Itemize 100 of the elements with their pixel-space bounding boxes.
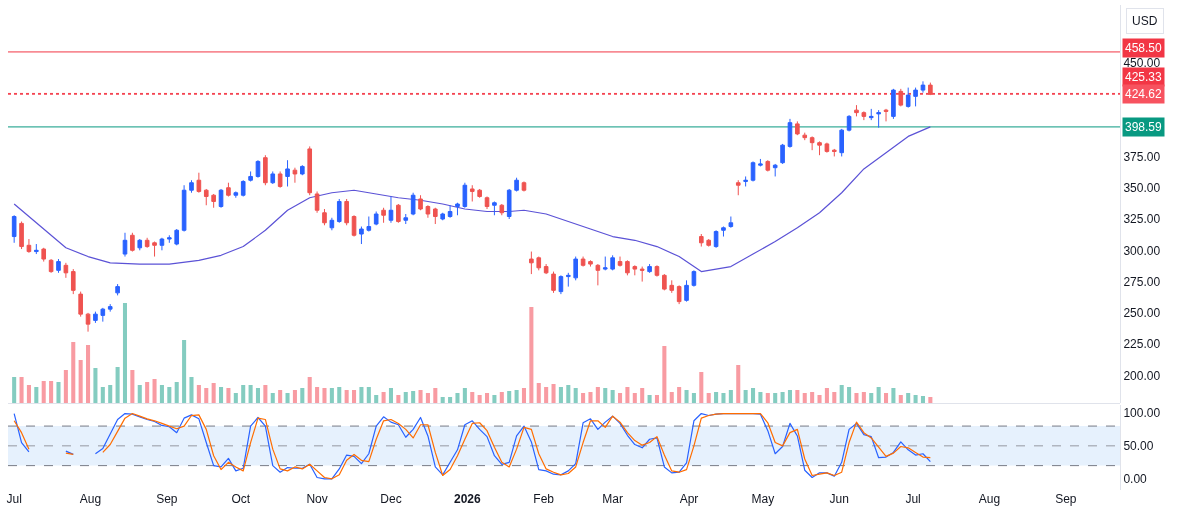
bar [34,386,39,403]
bar [49,380,54,403]
candlestick [928,82,933,96]
candlestick [130,232,135,253]
candlestick [159,237,165,251]
candlestick [322,208,327,226]
candlestick [218,188,224,209]
bar [167,386,172,403]
y-tick-label: 350.00 [1123,180,1161,195]
candlestick [861,112,867,121]
bar [566,384,571,403]
x-tick-label: Jul [6,492,22,506]
bar [920,395,925,403]
candlestick [824,142,830,154]
candlestick [78,291,83,318]
bar [588,391,593,403]
candlestick [85,312,91,333]
candlestick [226,182,231,197]
candlestick [233,190,239,199]
bar [189,376,194,403]
bar [558,386,563,403]
bar [292,389,297,403]
candlestick [34,243,39,255]
candlestick [144,237,150,249]
bar [721,392,726,403]
bar [662,345,667,403]
bar [743,389,748,403]
bar [86,344,91,403]
bar [403,391,408,403]
candlestick [366,216,372,231]
candlestick [492,200,497,216]
candlestick [181,184,187,233]
candlestick [610,254,615,271]
bar [381,391,386,403]
bar [470,391,475,403]
candlestick [521,180,527,192]
bar [204,387,209,403]
candlestick [772,163,778,177]
bar [529,306,534,403]
candlestick [905,87,911,109]
bar [699,371,704,403]
bar [691,392,696,403]
bar [448,396,453,403]
candlestick [573,256,579,281]
bar [499,391,504,403]
bar [226,387,231,403]
bar [108,384,113,403]
x-tick-label: Nov [306,492,328,506]
bar [241,384,246,403]
candlestick [625,259,630,276]
candlestick [351,214,357,238]
bar [654,394,660,403]
bar [869,392,874,403]
bar [159,384,164,403]
candlestick [846,114,852,132]
bar [485,392,490,403]
candlestick [588,261,593,268]
bar [455,392,460,403]
bar [477,394,482,403]
bar [425,392,430,403]
x-tick-label: Sep [156,492,178,506]
bar [196,384,201,403]
candlestick [632,266,638,276]
bar [706,392,711,403]
candlestick [381,207,386,224]
candlestick [359,226,364,245]
bar [374,394,379,403]
bar [492,394,497,403]
candlestick [787,118,793,149]
bar [174,381,179,403]
bar [115,366,120,403]
bar [440,396,445,403]
candlestick [462,182,468,209]
candlestick [440,212,446,221]
candlestick [713,229,719,249]
candlestick [447,204,453,219]
candlestick [639,266,645,283]
candlestick [240,179,246,197]
candlestick [277,170,283,189]
bar [315,386,320,403]
candlestick [721,226,726,238]
x-tick-label: Jul [905,492,921,506]
y-tick-label: 225.00 [1123,337,1161,352]
bar [714,391,719,403]
candlestick [839,128,844,157]
bar [684,389,689,403]
candlestick [543,263,549,275]
candlestick [566,272,571,288]
x-tick-label: Mar [602,492,623,506]
bar [100,386,105,403]
candlestick [868,108,874,121]
y-axis-title: USD [1132,14,1158,28]
candlestick [115,283,120,296]
bar [145,381,150,403]
bar [883,392,889,403]
y-tick-label: 0.00 [1123,472,1148,486]
bar [255,387,261,403]
candlestick [854,104,859,117]
bar [278,389,283,403]
bar [12,376,17,403]
